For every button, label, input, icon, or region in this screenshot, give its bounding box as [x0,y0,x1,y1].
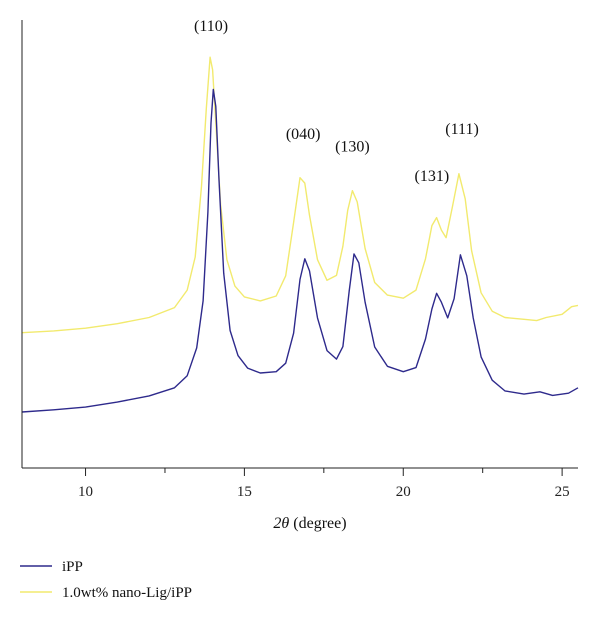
x-tick-label: 15 [237,484,252,500]
x-tick-label: 25 [555,484,570,500]
peak-annotations: (110) (040) (130) (131) (111) [194,18,479,185]
x-axis-unit: (degree) [289,515,346,532]
x-axis-symbol: 2θ [273,515,289,532]
peak-label: (130) [335,139,370,156]
axes: 10 15 20 25 [21,20,578,500]
series-line-1 [21,56,579,334]
peak-label: (111) [445,121,478,138]
legend-label-0: iPP [62,559,83,575]
x-tick-label: 20 [396,484,411,500]
peak-label: (131) [415,168,450,185]
x-tick-label: 10 [78,484,93,500]
plot-area [21,56,579,413]
legend-label-1: 1.0wt% nano-Lig/iPP [62,585,192,601]
peak-label: (110) [194,18,228,35]
x-axis-title: 2θ (degree) [273,515,346,532]
legend: iPP 1.0wt% nano-Lig/iPP [20,559,192,601]
peak-label: (040) [286,126,321,143]
series-line-0 [21,88,579,413]
